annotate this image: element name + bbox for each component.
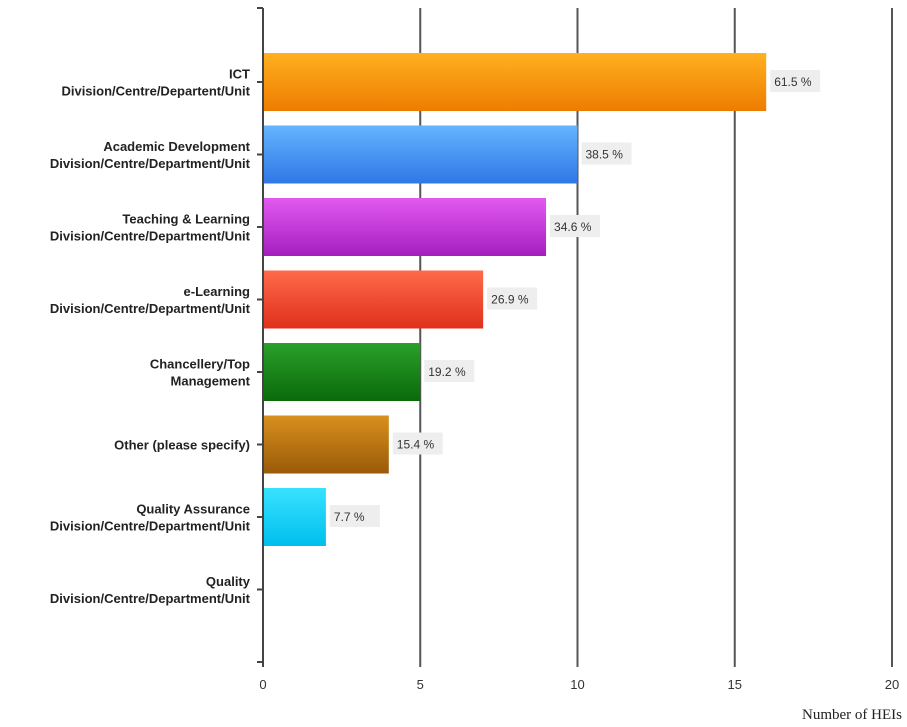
bars bbox=[263, 53, 767, 546]
data-label-background bbox=[487, 287, 538, 310]
category-labels: ICT Division/Centre/Departent/Unit Academi… bbox=[50, 67, 251, 607]
data-label: 7.7 % bbox=[334, 510, 365, 524]
bar bbox=[263, 198, 547, 256]
data-label-background bbox=[329, 505, 380, 527]
bar bbox=[263, 343, 421, 401]
x-axis-label: Number of HEIs bbox=[802, 707, 902, 723]
category-label: Quality Assurance bbox=[136, 502, 250, 517]
data-label-background bbox=[770, 70, 821, 92]
x-tick-label: 10 bbox=[570, 677, 584, 692]
category-label: ICT bbox=[229, 67, 250, 82]
data-label: 34.6 % bbox=[554, 220, 592, 234]
data-label-background bbox=[581, 142, 632, 165]
bar bbox=[263, 415, 389, 474]
data-label: 38.5 % bbox=[586, 148, 624, 162]
data-label-background bbox=[424, 360, 475, 382]
category-label: Teaching & Learning bbox=[122, 212, 250, 227]
bar bbox=[263, 488, 326, 546]
x-tick-label: 20 bbox=[885, 677, 899, 692]
bar bbox=[263, 270, 484, 329]
category-label: Division/Centre/Departent/Unit bbox=[61, 84, 250, 99]
category-label: e-Learning bbox=[184, 284, 251, 299]
bar bbox=[263, 125, 578, 184]
data-label: 19.2 % bbox=[428, 365, 466, 379]
x-tick-label: 0 bbox=[259, 677, 266, 692]
axes bbox=[257, 7, 264, 667]
category-label: Division/Centre/Department/Unit bbox=[50, 301, 251, 316]
category-label: Division/Centre/Department/Unit bbox=[50, 519, 251, 534]
x-tick-labels: 0 5 10 15 20 bbox=[259, 677, 899, 692]
data-label: 61.5 % bbox=[774, 75, 812, 89]
category-label: Quality bbox=[206, 574, 251, 589]
x-tick-label: 5 bbox=[417, 677, 424, 692]
category-label: Management bbox=[171, 374, 251, 389]
data-labels: 61.5 % 38.5 % 34.6 % 26.9 % 19.2 % 15.4 % 7.7 … bbox=[329, 70, 821, 527]
bar bbox=[263, 53, 767, 111]
category-label: Division/Centre/Department/Unit bbox=[50, 591, 251, 606]
category-label: Academic Development bbox=[103, 139, 250, 154]
category-label: Other (please specify) bbox=[114, 438, 250, 453]
category-label: Chancellery/Top bbox=[150, 357, 250, 372]
data-label: 15.4 % bbox=[397, 438, 435, 452]
data-label: 26.9 % bbox=[491, 293, 529, 307]
x-tick-label: 15 bbox=[728, 677, 742, 692]
data-label-background bbox=[392, 432, 443, 455]
category-label: Division/Centre/Department/Unit bbox=[50, 156, 251, 171]
gridlines bbox=[419, 8, 893, 667]
data-label-background bbox=[550, 215, 601, 237]
category-label: Division/Centre/Department/Unit bbox=[50, 229, 251, 244]
